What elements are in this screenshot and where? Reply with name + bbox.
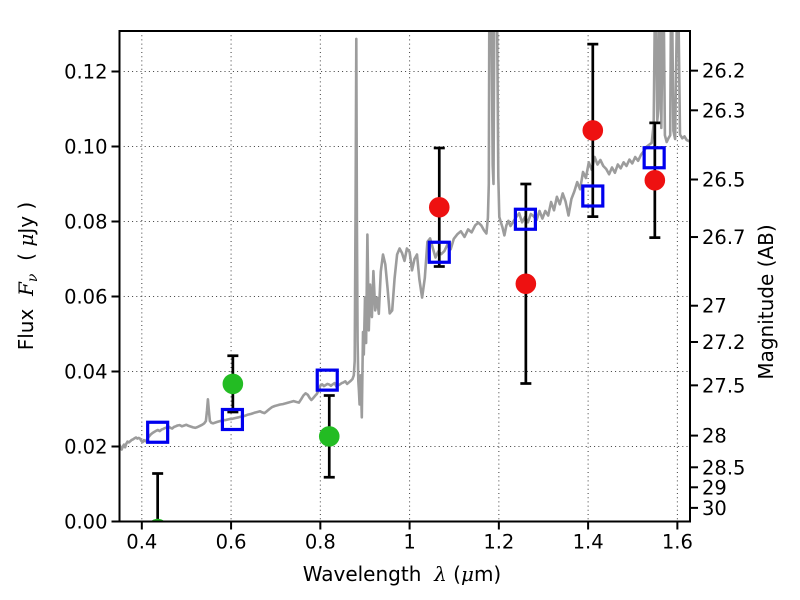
- lambda-symbol: λ: [434, 562, 447, 586]
- green-photometry: [150, 373, 340, 522]
- x-axis-label: Wavelength λ (μm): [102, 562, 702, 592]
- axis-frame: [118, 30, 691, 523]
- red-photometry-point: [428, 196, 450, 218]
- x-tick-label: 0.6: [216, 531, 247, 554]
- blue-model-photometry-point: [427, 240, 451, 264]
- x-tick-label: 1: [403, 531, 415, 554]
- axis-ticks: [111, 69, 698, 530]
- y-right-tick-label: 27.2: [702, 331, 745, 354]
- y-right-tick-label: 28: [702, 425, 727, 448]
- x-tick-label: 0.4: [126, 531, 157, 554]
- blue-model-photometry-point: [220, 407, 245, 432]
- blue-model-photometry-point: [315, 368, 339, 392]
- magnitude-label-text: Magnitude (AB): [754, 224, 778, 380]
- red-photometry-point: [644, 169, 666, 191]
- mu-symbol: μ: [460, 562, 474, 586]
- blue-model-photometry-point: [146, 420, 170, 444]
- flux-f-symbol: F: [14, 282, 38, 296]
- flux-unit-close: Jy ): [14, 201, 38, 234]
- y-left-tick-label: 0.08: [64, 211, 107, 234]
- y-right-tick-label: 26.7: [702, 226, 745, 249]
- y-left-tick-label: 0.00: [64, 511, 107, 534]
- green-photometry-point: [318, 426, 340, 447]
- flux-nu-subscript: ν: [25, 273, 41, 283]
- y-left-tick-label: 0.04: [64, 361, 107, 384]
- y-right-tick-label: 26.5: [702, 168, 745, 191]
- y-left-tick-label: 0.02: [64, 436, 107, 459]
- flux-mu-symbol: μ: [14, 233, 38, 247]
- blue-model-photometry-point: [581, 184, 605, 208]
- x-axis-label-text: Wavelength: [302, 562, 435, 586]
- y-left-tick-label: 0.10: [64, 136, 107, 159]
- blue-model-photometry: [146, 146, 666, 444]
- flux-label-text: Flux: [14, 295, 38, 351]
- x-tick-label: 1.4: [573, 531, 604, 554]
- y-right-tick-label: 26.3: [702, 99, 745, 122]
- y-right-tick-label: 27.5: [702, 374, 745, 397]
- red-photometry: [428, 120, 666, 295]
- y-right-tick-label: 28.5: [702, 456, 745, 479]
- y-axis-right-label: Magnitude (AB): [754, 2, 782, 600]
- y-right-tick-label: 26.2: [702, 60, 745, 83]
- tick-labels: 0.4 0.6 0.8 1 1.2 1.4 1.6 0.00 0.02 0.04 0.06 0.08 0…: [64, 60, 745, 554]
- red-photometry-point: [582, 120, 604, 141]
- flux-unit-open: (: [14, 246, 38, 274]
- y-right-tick-label: 29: [702, 476, 727, 499]
- y-left-tick-label: 0.06: [64, 286, 107, 309]
- y-axis-left-label: Flux Fν ( μJy ): [14, 0, 42, 576]
- blue-model-photometry-point: [513, 207, 538, 231]
- y-right-tick-label: 30: [702, 497, 727, 520]
- x-tick-label: 1.2: [483, 531, 514, 554]
- y-right-tick-label: 27: [702, 295, 727, 318]
- y-left-tick-label: 0.12: [64, 61, 107, 84]
- red-photometry-point: [515, 273, 537, 295]
- x-axis-unit-close: m): [473, 562, 502, 586]
- x-tick-label: 1.6: [662, 531, 693, 554]
- x-tick-label: 0.8: [305, 531, 336, 554]
- data-layer: [119, 31, 690, 522]
- green-photometry-point: [222, 373, 244, 395]
- blue-model-photometry-point: [642, 146, 666, 170]
- x-axis-unit-open: (: [446, 562, 461, 586]
